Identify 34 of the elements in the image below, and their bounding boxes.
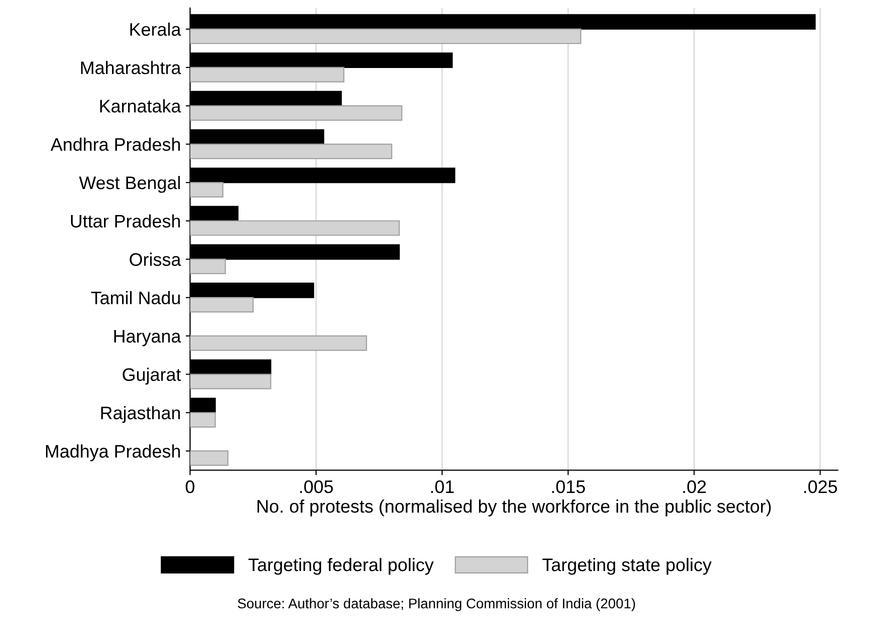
y-tick-label: Karnataka	[100, 99, 182, 113]
legend-label: Targeting state policy	[542, 558, 712, 575]
bar	[190, 412, 216, 428]
bar	[190, 297, 254, 313]
bar	[190, 182, 224, 198]
bar	[190, 374, 272, 390]
x-tick-label: .025	[804, 480, 837, 494]
bar	[190, 105, 402, 121]
bar	[190, 258, 226, 274]
bar	[190, 335, 368, 351]
y-tick-label: Orissa	[130, 252, 182, 266]
bar	[190, 28, 582, 44]
bar	[190, 450, 228, 466]
source-note: Source: Author’s database; Planning Commission of India (2001)	[238, 598, 635, 612]
bar	[190, 66, 344, 82]
y-tick-label: Madhya Pradesh	[46, 444, 180, 462]
y-tick-label: West Bengal	[79, 176, 180, 193]
x-axis-title: No. of protests (normalised by the workforce in the public sector)	[258, 499, 771, 516]
y-tick-label: Andhra Pradesh	[50, 138, 180, 151]
y-tick-label: Tamil Nadu	[91, 291, 180, 304]
bar	[190, 220, 400, 236]
x-tick-label: 0	[186, 480, 194, 494]
y-tick-label: Kerala	[130, 22, 182, 36]
y-tick-label: Rajasthan	[101, 406, 180, 423]
legend-label: Targeting federal policy	[248, 558, 434, 575]
x-tick-label: .015	[552, 480, 585, 494]
bar	[190, 144, 392, 160]
y-tick-label: Uttar Pradesh	[71, 214, 180, 228]
x-tick-label: .02	[683, 480, 706, 494]
y-tick-label: Maharashtra	[81, 60, 182, 74]
y-tick-label: Haryana	[114, 330, 182, 346]
y-tick-label: Gujarat	[122, 368, 181, 385]
x-tick-label: .005	[300, 480, 333, 494]
x-tick-label: .01	[431, 480, 454, 494]
